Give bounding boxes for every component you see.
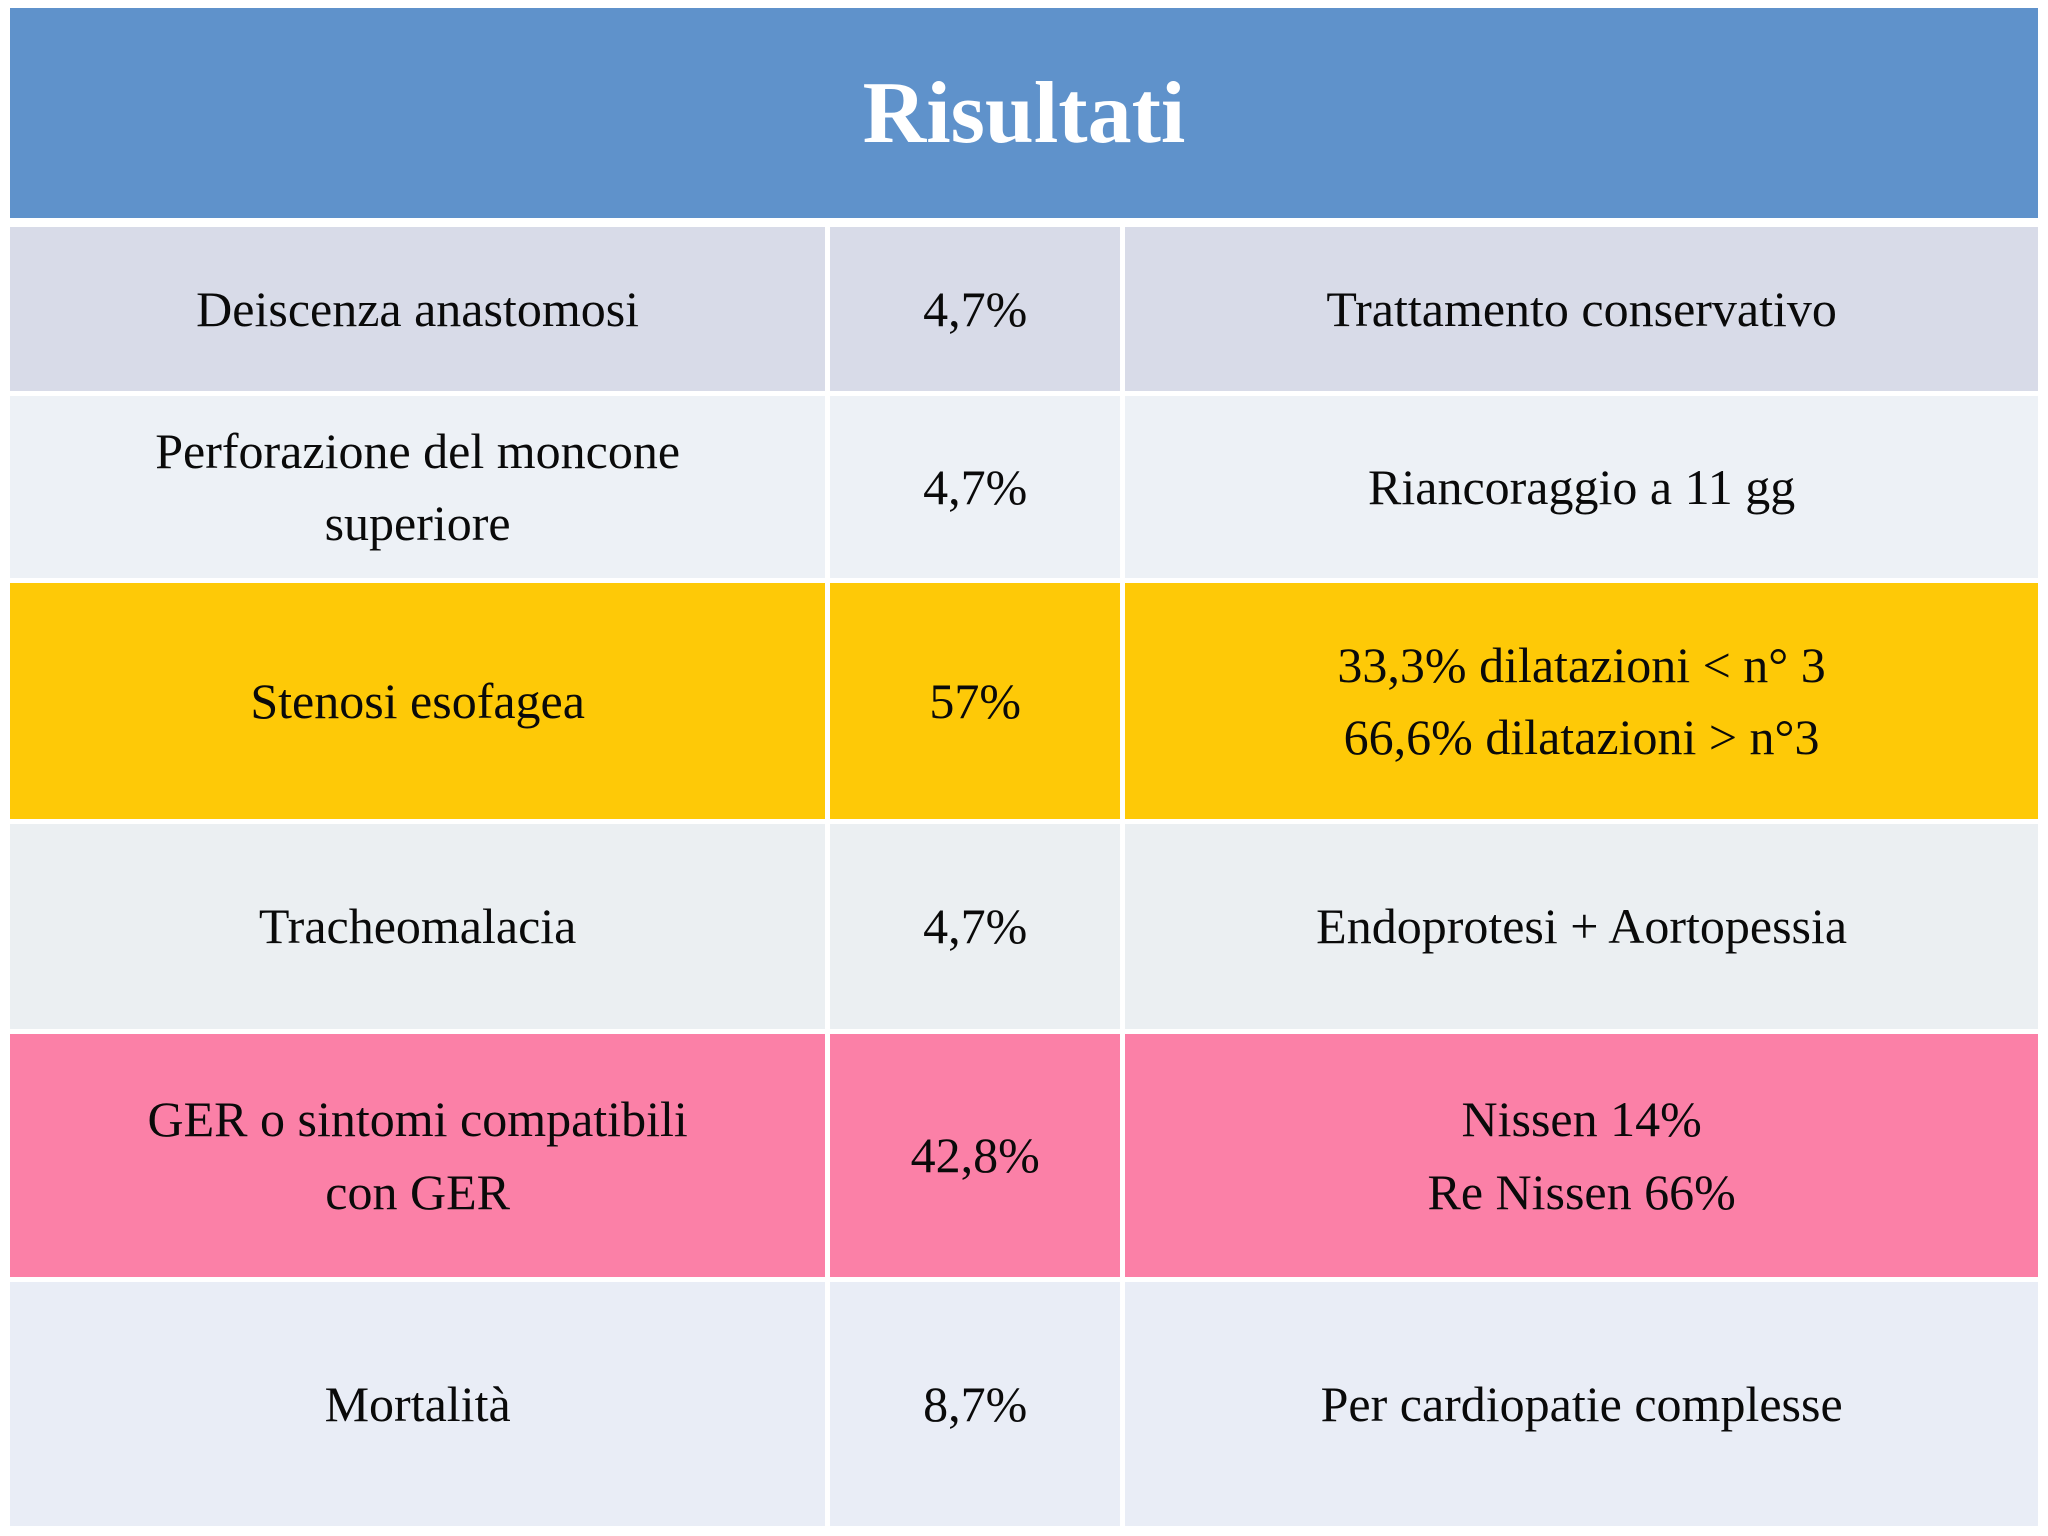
treatment-line: 66,6% dilatazioni > n°3 (1343, 709, 1820, 765)
treatment-cell: Per cardiopatie complesse (1125, 1282, 2038, 1526)
complication-cell: Stenosi esofagea (10, 583, 826, 819)
slide-header: Risultati (10, 8, 2038, 218)
treatment-line: 33,3% dilatazioni < n° 3 (1337, 636, 1826, 693)
treatment-cell: Endoprotesi + Aortopessia (1125, 824, 2038, 1029)
table-row: Perforazione del moncone superiore 4,7% … (10, 396, 2038, 578)
complication-cell: Deiscenza anastomosi (10, 227, 826, 391)
treatment-line: Riancoraggio a 11 gg (1368, 458, 1796, 515)
complication-cell: Perforazione del moncone superiore (10, 396, 826, 578)
rate-value: 8,7% (923, 1375, 1028, 1432)
complication-cell: Mortalità (10, 1282, 826, 1526)
rate-value: 42,8% (910, 1127, 1040, 1184)
treatment-line: Per cardiopatie complesse (1320, 1375, 1843, 1432)
complication-cell: GER o sintomi compatibili con GER (10, 1034, 826, 1277)
complication-label: GER o sintomi compatibili con GER (147, 1091, 688, 1220)
complication-cell: Tracheomalacia (10, 824, 826, 1029)
table-row: GER o sintomi compatibili con GER 42,8% … (10, 1034, 2038, 1277)
treatment-cell: Nissen 14% Re Nissen 66% (1125, 1034, 2038, 1277)
rate-cell: 4,7% (830, 227, 1121, 391)
rate-value: 4,7% (923, 280, 1028, 337)
treatment-line: Endoprotesi + Aortopessia (1316, 898, 1848, 955)
table-row: Mortalità 8,7% Per cardiopatie complesse (10, 1282, 2038, 1526)
table-row: Stenosi esofagea 57% 33,3% dilatazioni <… (10, 583, 2038, 819)
treatment-cell: Riancoraggio a 11 gg (1125, 396, 2038, 578)
treatment-line: Trattamento conservativo (1326, 280, 1837, 337)
complication-label: Stenosi esofagea (250, 672, 585, 729)
results-table: Deiscenza anastomosi 4,7% Trattamento co… (10, 227, 2038, 1526)
rate-value: 4,7% (923, 458, 1028, 515)
complication-label: Tracheomalacia (258, 898, 577, 955)
rate-value: 57% (929, 672, 1022, 729)
complication-label: Mortalità (324, 1375, 511, 1432)
complication-label: Perforazione del moncone superiore (155, 422, 681, 552)
treatment-line: Re Nissen 66% (1427, 1163, 1736, 1220)
rate-value: 4,7% (923, 898, 1028, 955)
rate-cell: 42,8% (830, 1034, 1121, 1277)
complication-label: Deiscenza anastomosi (196, 280, 640, 337)
treatment-cell: Trattamento conservativo (1125, 227, 2038, 391)
treatment-cell: 33,3% dilatazioni < n° 3 66,6% dilatazio… (1125, 583, 2038, 819)
rate-cell: 57% (830, 583, 1121, 819)
treatment-line: Nissen 14% (1461, 1091, 1702, 1147)
slide-title: Risultati (862, 64, 1186, 162)
table-row: Deiscenza anastomosi 4,7% Trattamento co… (10, 227, 2038, 391)
table-row: Tracheomalacia 4,7% Endoprotesi + Aortop… (10, 824, 2038, 1029)
rate-cell: 8,7% (830, 1282, 1121, 1526)
rate-cell: 4,7% (830, 396, 1121, 578)
rate-cell: 4,7% (830, 824, 1121, 1029)
